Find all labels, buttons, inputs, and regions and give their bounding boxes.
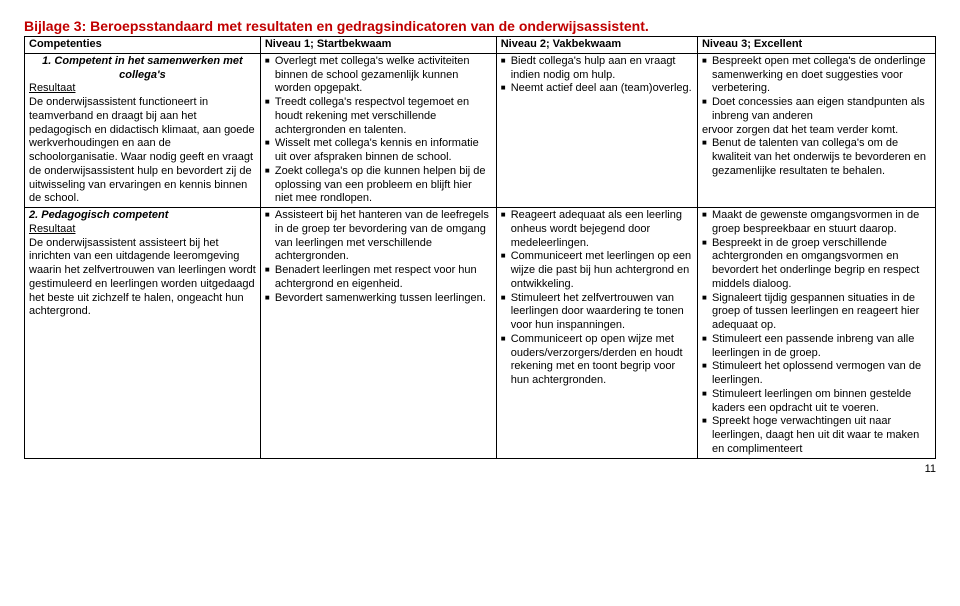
list-item: Bevordert samenwerking tussen leerlingen… [265, 292, 492, 306]
list-item: Wisselt met collega's kennis en informat… [265, 137, 492, 165]
list-item: Biedt collega's hulp aan en vraagt indie… [501, 55, 693, 83]
list-item: Benadert leerlingen met respect voor hun… [265, 264, 492, 292]
page-number: 11 [24, 463, 936, 475]
list-item: Overlegt met collega's welke activiteite… [265, 55, 492, 96]
list-item: Spreekt hoge verwachtingen uit naar leer… [702, 415, 931, 456]
list-item: Stimuleert een passende inbreng van alle… [702, 333, 931, 361]
list-item: ervoor zorgen dat het team verder komt. [702, 124, 898, 136]
list-item: Stimuleert het zelfvertrouwen van leerli… [501, 292, 693, 333]
result-label: Resultaat [29, 82, 75, 94]
list-item: Assisteert bij het hanteren van de leefr… [265, 209, 492, 264]
competency-title: 2. Pedagogisch competent [29, 209, 256, 223]
list-item: Zoekt collega's op die kunnen helpen bij… [265, 165, 492, 206]
result-label: Resultaat [29, 223, 75, 235]
niveau2-cell: Reageert adequaat als een leerling onheu… [496, 208, 697, 459]
competency-table: Competenties Niveau 1; Startbekwaam Nive… [24, 36, 936, 459]
list-item: Stimuleert leerlingen om binnen gestelde… [702, 388, 931, 416]
table-header-row: Competenties Niveau 1; Startbekwaam Nive… [25, 37, 936, 54]
list-item: Maakt de gewenste omgangsvormen in de gr… [702, 209, 931, 237]
result-text: De onderwijsassistent assisteert bij het… [29, 237, 256, 318]
header-niveau1: Niveau 1; Startbekwaam [260, 37, 496, 54]
list-item: Neemt actief deel aan (team)overleg. [501, 82, 693, 96]
list-item: Bespreekt in de groep verschillende acht… [702, 237, 931, 292]
niveau2-cell: Biedt collega's hulp aan en vraagt indie… [496, 53, 697, 207]
competency-cell: 2. Pedagogisch competent Resultaat De on… [25, 208, 261, 459]
list-item: Stimuleert het oplossend vermogen van de… [702, 360, 931, 388]
list-item: Treedt collega's respectvol tegemoet en … [265, 96, 492, 137]
list-item: Communiceert met leerlingen op een wijze… [501, 250, 693, 291]
list-item: Doet concessies aan eigen standpunten al… [702, 96, 931, 124]
list-item: Benut de talenten van collega's om de kw… [702, 137, 931, 178]
niveau3-cell: Bespreekt open met collega's de onderlin… [697, 53, 935, 207]
niveau1-cell: Assisteert bij het hanteren van de leefr… [260, 208, 496, 459]
list-item: Communiceert op open wijze met ouders/ve… [501, 333, 693, 388]
table-row: 2. Pedagogisch competent Resultaat De on… [25, 208, 936, 459]
header-niveau2: Niveau 2; Vakbekwaam [496, 37, 697, 54]
list-item: Signaleert tijdig gespannen situaties in… [702, 292, 931, 333]
niveau1-cell: Overlegt met collega's welke activiteite… [260, 53, 496, 207]
competency-cell: 1. Competent in het samenwerken met coll… [25, 53, 261, 207]
list-item: Bespreekt open met collega's de onderlin… [702, 55, 931, 96]
page-title: Bijlage 3: Beroepsstandaard met resultat… [24, 18, 936, 34]
header-competenties: Competenties [25, 37, 261, 54]
competency-title: 1. Competent in het samenwerken met coll… [29, 55, 256, 83]
table-row: 1. Competent in het samenwerken met coll… [25, 53, 936, 207]
header-niveau3: Niveau 3; Excellent [697, 37, 935, 54]
result-text: De onderwijsassistent functioneert in te… [29, 96, 255, 204]
list-item: Reageert adequaat als een leerling onheu… [501, 209, 693, 250]
niveau3-cell: Maakt de gewenste omgangsvormen in de gr… [697, 208, 935, 459]
